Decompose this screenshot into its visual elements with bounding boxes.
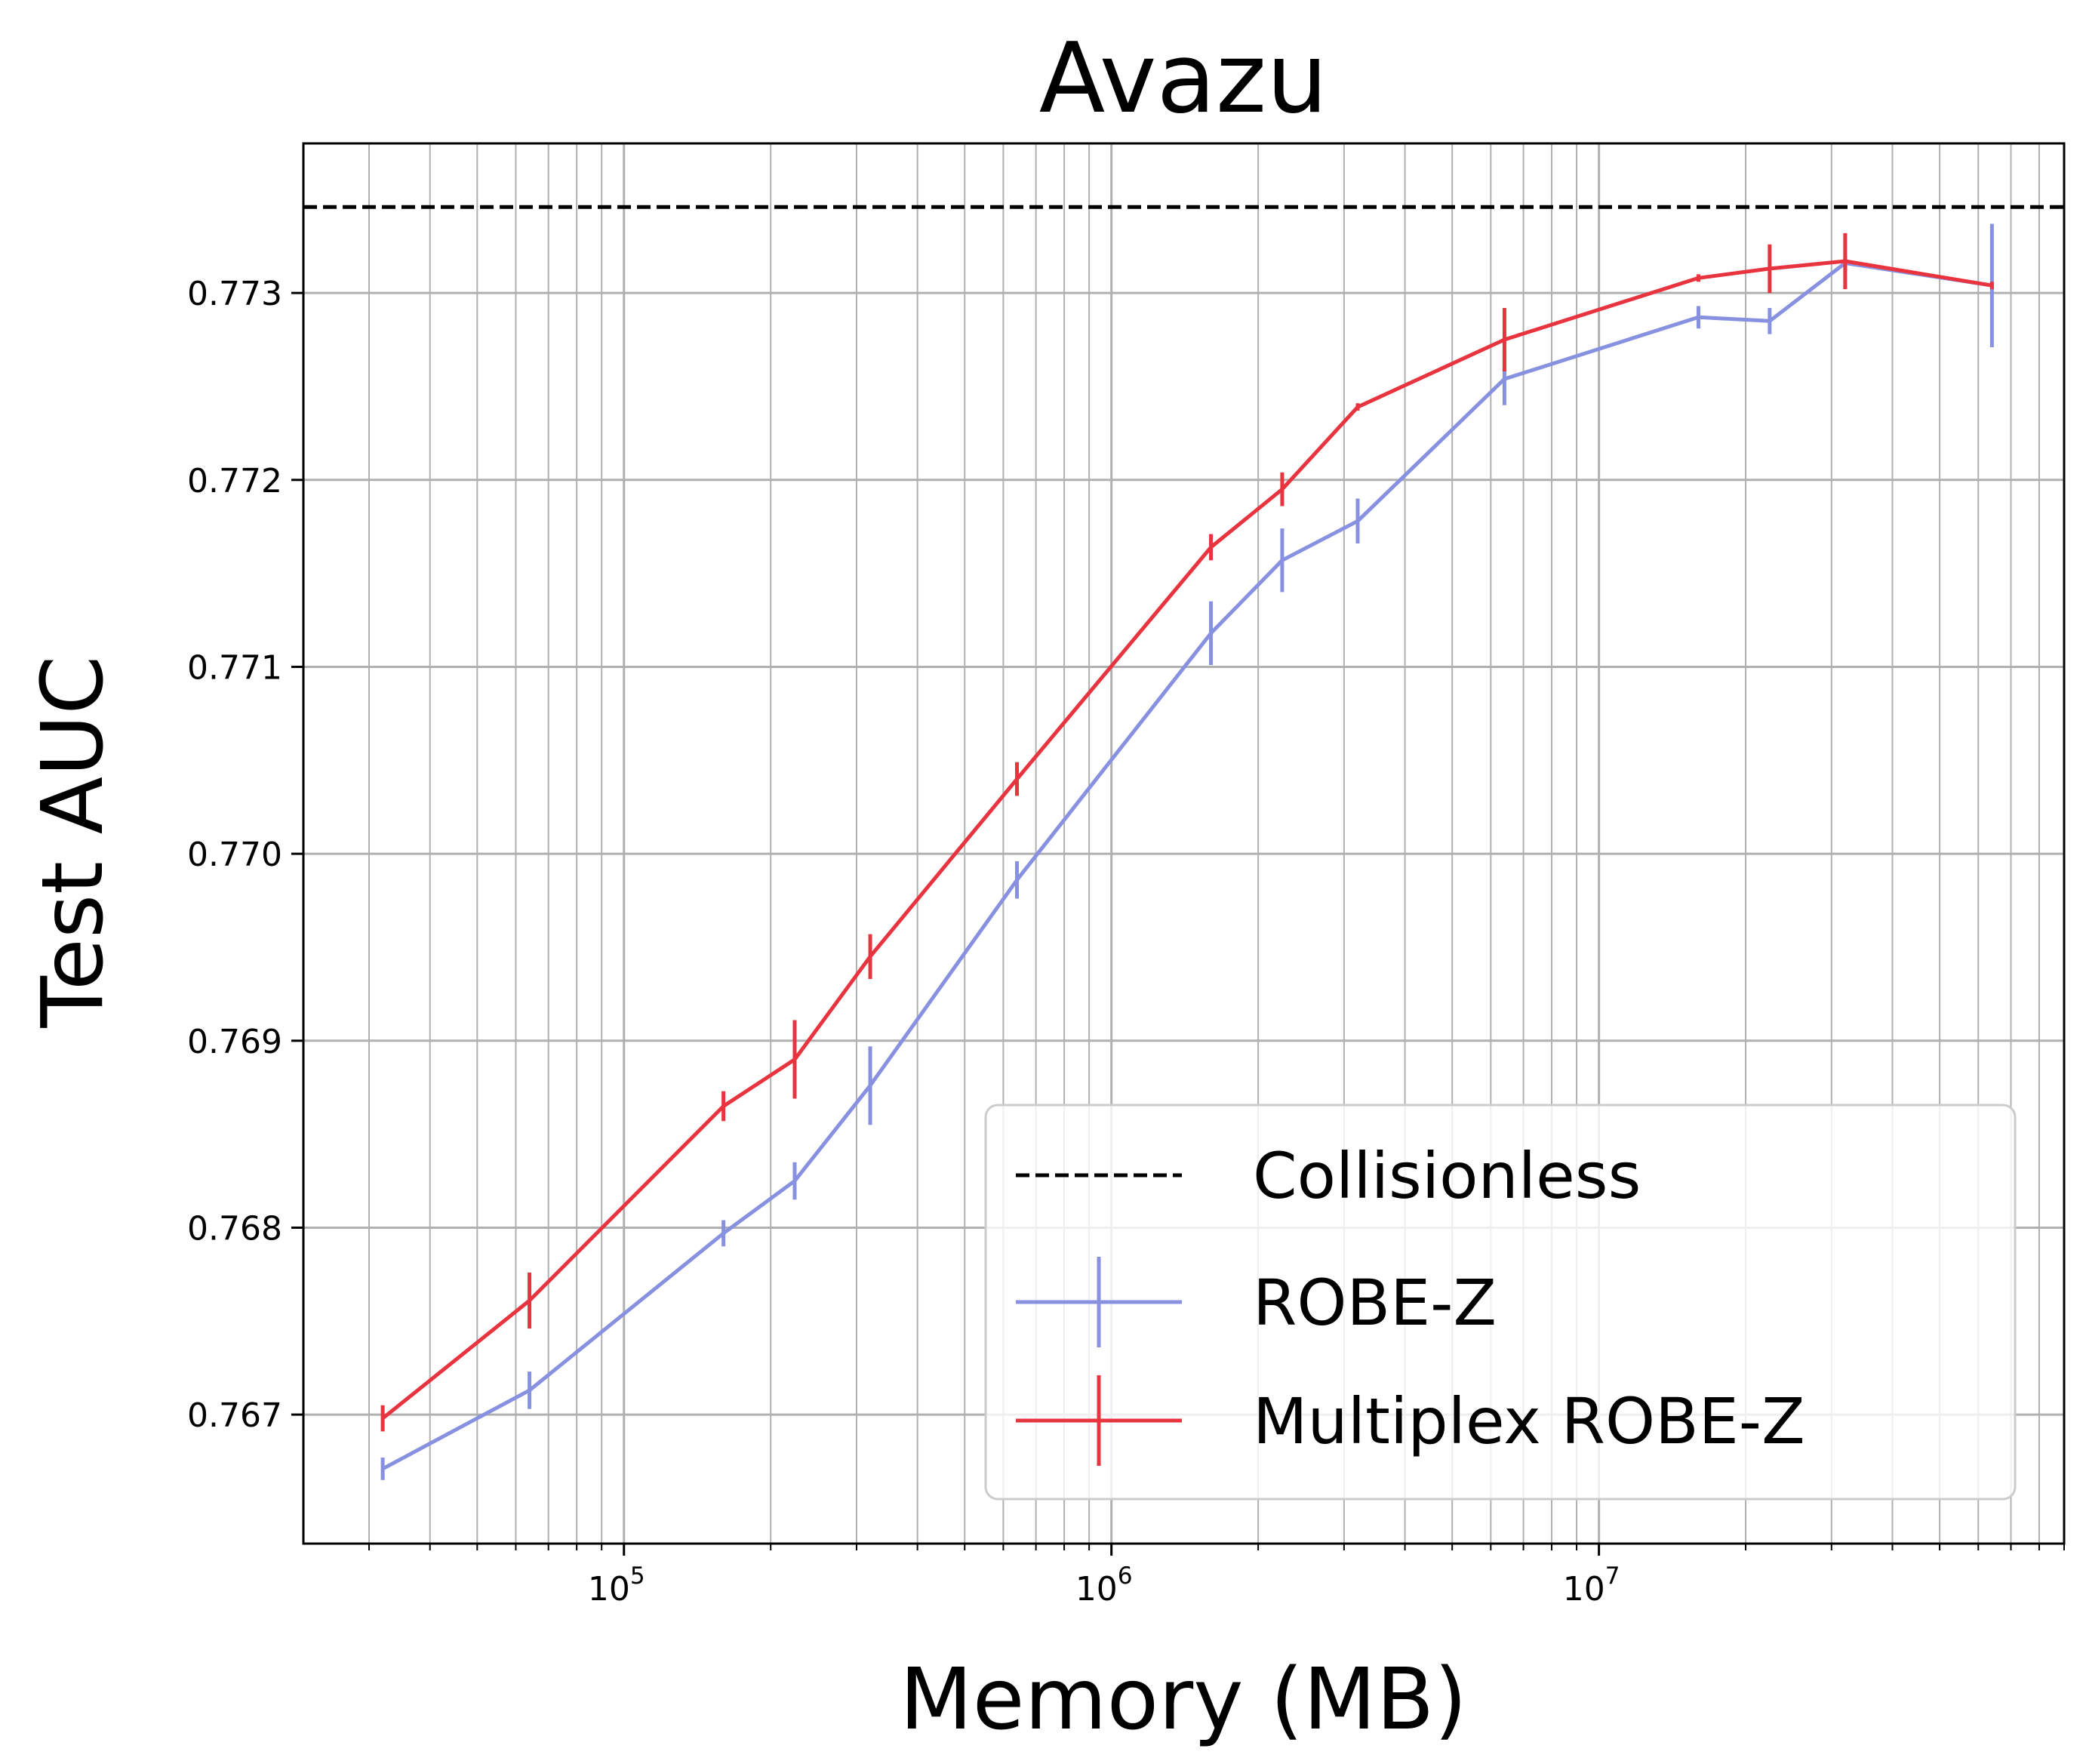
- tick-labels: 105 106 107 0.767 0.768 0.769 0.770 0.771 0.772 0…: [187, 275, 1620, 1609]
- legend-label-multiplex-robe-z: Multiplex ROBE-Z: [1253, 1384, 1805, 1458]
- y-tick-label: 0.773: [187, 275, 282, 313]
- legend: Collisionless ROBE-Z Multiplex ROBE-Z: [984, 1104, 2017, 1501]
- y-tick-label: 0.769: [187, 1023, 282, 1061]
- axis-ticks: [291, 291, 2065, 1556]
- x-axis-label: Memory (MB): [900, 1651, 1467, 1749]
- x-tick-label: 105: [588, 1562, 645, 1609]
- series-layer: [303, 205, 2064, 1480]
- x-tick-label: 107: [1563, 1562, 1620, 1609]
- chart-title: Avazu: [1039, 23, 1328, 135]
- plot-frame: [302, 142, 2066, 1545]
- y-tick-label: 0.771: [187, 648, 282, 687]
- y-tick-label: 0.767: [187, 1396, 282, 1435]
- y-tick-label: 0.772: [187, 462, 282, 500]
- y-axis-label: Test AUC: [24, 656, 122, 1029]
- legend-box: [984, 1104, 2017, 1501]
- x-tick-label: 106: [1075, 1562, 1133, 1609]
- y-tick-label: 0.770: [187, 836, 282, 874]
- series-line-robe-z: [381, 261, 1992, 1471]
- legend-label-collisionless: Collisionless: [1253, 1139, 1641, 1213]
- y-tick-label: 0.768: [187, 1209, 282, 1248]
- legend-label-robe-z: ROBE-Z: [1253, 1266, 1497, 1340]
- series-line-multiplex-robe-z: [381, 259, 1992, 1421]
